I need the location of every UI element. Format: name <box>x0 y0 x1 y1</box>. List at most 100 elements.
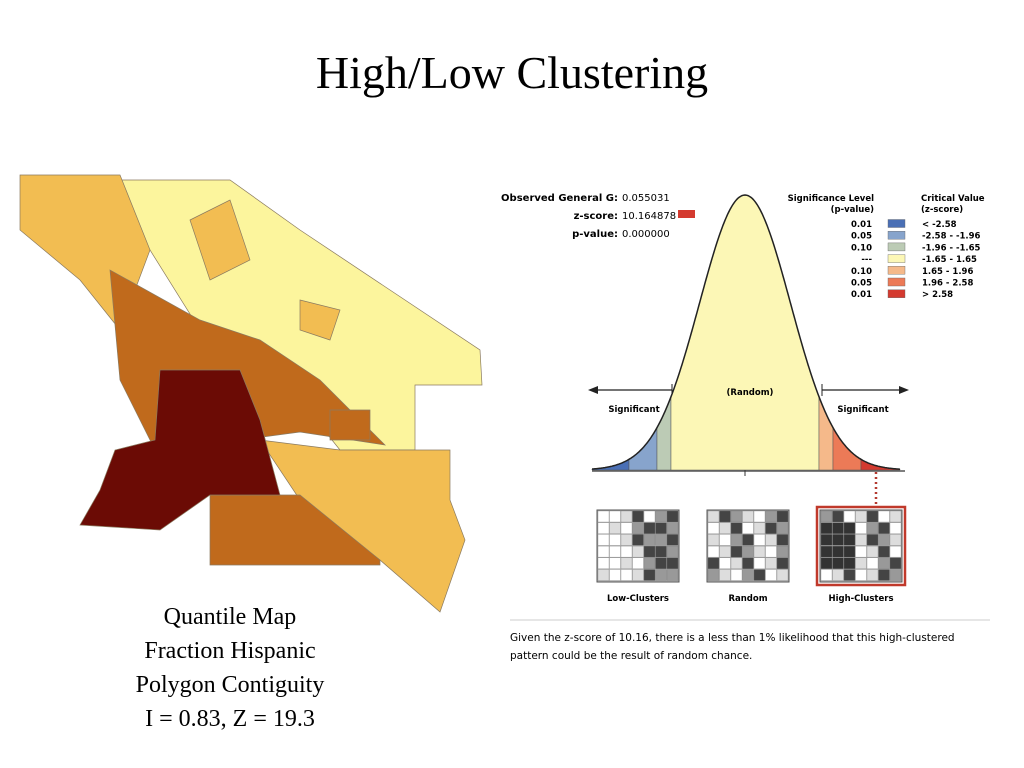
legend-swatch <box>887 230 906 240</box>
thumbnail-cell <box>843 545 856 558</box>
thumbnail-cell <box>666 522 679 534</box>
thumbnail-cell <box>643 522 656 534</box>
thumbnail-cell <box>609 557 621 569</box>
thumbnail-cell <box>776 557 789 569</box>
thumbnail-cell <box>620 522 633 534</box>
thumbnail-cell <box>866 557 879 569</box>
thumbnail-cell <box>632 569 644 581</box>
thumbnail-cell <box>866 510 879 523</box>
legend-p: --- <box>861 255 872 265</box>
thumbnail-cell <box>707 569 720 581</box>
curve-segment <box>670 194 820 471</box>
curve-segment <box>818 396 834 471</box>
thumbnail-cell <box>707 557 720 569</box>
note-line: pattern could be the result of random ch… <box>510 650 752 662</box>
thumbnail-cell <box>620 545 633 558</box>
thumbnail-cell <box>820 534 833 546</box>
map-caption: Quantile Map Fraction Hispanic Polygon Con… <box>136 604 325 732</box>
legend-header: Significance Level <box>788 194 874 204</box>
thumbnail-cell <box>776 522 789 534</box>
legend-p: 0.05 <box>851 232 872 242</box>
thumbnail-cell <box>753 534 766 546</box>
thumbnail-cell <box>878 534 890 546</box>
thumbnail-cell <box>832 569 844 581</box>
thumbnail-cell <box>620 534 633 546</box>
slide-title: High/Low Clustering <box>316 47 708 98</box>
thumbnail-cell <box>855 522 867 534</box>
thumbnail-label: Random <box>728 594 767 604</box>
thumbnail-cell <box>655 510 667 523</box>
thumbnail-cell <box>742 557 754 569</box>
thumbnail-cell <box>820 545 833 558</box>
stat-label: z-score: <box>574 211 618 222</box>
thumbnail-cell <box>753 545 766 558</box>
caption-line: Fraction Hispanic <box>144 638 315 664</box>
thumbnail-cell <box>730 510 743 523</box>
thumbnail-cell <box>719 569 731 581</box>
thumbnail-cell <box>820 522 833 534</box>
map-region <box>329 409 371 441</box>
thumbnail-cell <box>643 545 656 558</box>
map <box>19 174 483 613</box>
thumbnail-cell <box>707 545 720 558</box>
thumbnail-cell <box>597 510 610 523</box>
thumbnail-cell <box>878 522 890 534</box>
thumbnail-cell <box>597 545 610 558</box>
thumbnail-cell <box>753 557 766 569</box>
arrowhead <box>899 386 909 394</box>
thumbnail-cell <box>655 545 667 558</box>
thumbnail-cell <box>889 522 902 534</box>
thumbnail-cell <box>632 545 644 558</box>
thumbnail-cell <box>730 569 743 581</box>
legend-header: (p-value) <box>831 205 875 215</box>
thumbnail-cell <box>719 557 731 569</box>
thumbnail-cell <box>742 522 754 534</box>
thumbnail-cell <box>832 510 844 523</box>
thumbnail-cell <box>878 557 890 569</box>
thumbnail-cell <box>765 545 777 558</box>
thumbnail-cell <box>632 557 644 569</box>
thumbnail-cell <box>730 534 743 546</box>
thumbnail-cell <box>597 522 610 534</box>
map-region <box>79 369 281 531</box>
legend-swatch <box>887 254 906 263</box>
thumbnail-cell <box>889 569 902 581</box>
thumbnail-cell <box>707 510 720 523</box>
legend-p: 0.01 <box>851 290 872 300</box>
thumbnail-cell <box>820 510 833 523</box>
thumbnail-cell <box>765 569 777 581</box>
thumbnail-cell <box>889 534 902 546</box>
thumbnail-cell <box>620 569 633 581</box>
thumbnail-cell <box>866 522 879 534</box>
thumbnail-label: Low-Clusters <box>607 594 669 604</box>
thumbnail-cell <box>643 510 656 523</box>
thumbnail-cell <box>765 510 777 523</box>
thumbnail-cell <box>843 534 856 546</box>
thumbnail-cell <box>855 545 867 558</box>
map-region <box>209 494 381 566</box>
legend-p: 0.10 <box>851 267 872 277</box>
thumbnail-cell <box>655 522 667 534</box>
thumbnail-cell <box>889 510 902 523</box>
thumbnail-cell <box>889 557 902 569</box>
thumbnail-cell <box>597 534 610 546</box>
thumbnail-cell <box>730 545 743 558</box>
legend-header: Critical Value <box>921 194 985 204</box>
thumbnail-label: High-Clusters <box>828 594 893 604</box>
thumbnail-cell <box>609 534 621 546</box>
thumbnail-cell <box>753 510 766 523</box>
curve-outline <box>592 194 901 470</box>
thumbnail-cell <box>719 522 731 534</box>
legend-header: (z-score) <box>921 205 963 215</box>
thumbnail-cell <box>866 534 879 546</box>
thumbnail-cell <box>666 534 679 546</box>
thumbnail-cell <box>855 534 867 546</box>
curve-label: Significant <box>837 405 888 415</box>
thumbnail-cell <box>655 569 667 581</box>
note: Given the z-score of 10.16, there is a l… <box>510 632 955 662</box>
legend-z: < -2.58 <box>922 220 957 230</box>
thumbnail-cell <box>820 569 833 581</box>
stat-label: Observed General G: <box>501 193 618 204</box>
arrowhead <box>588 386 598 394</box>
curve-label: (Random) <box>727 388 774 398</box>
